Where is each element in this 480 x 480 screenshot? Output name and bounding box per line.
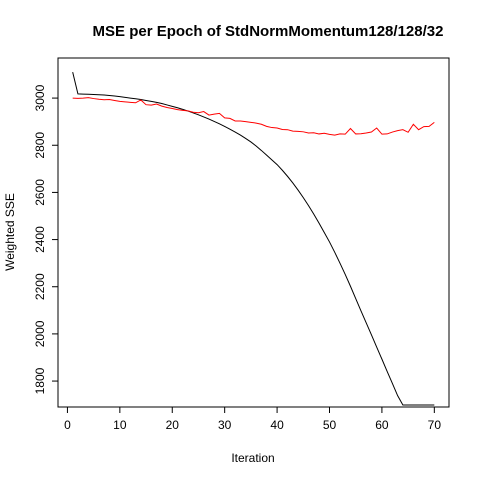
y-tick-label: 2600 [33,179,47,206]
y-tick-label: 2200 [33,273,47,300]
x-tick-label: 70 [428,418,442,432]
x-tick-label: 60 [375,418,389,432]
series-line-red [72,97,435,136]
y-axis: 1800 2000 2200 2400 2600 2800 3000 [33,84,58,394]
x-tick-label: 10 [113,418,127,432]
chart-title: MSE per Epoch of StdNormMomentum128/128/… [93,23,444,40]
x-axis: 0 10 20 30 40 50 60 70 [64,407,441,432]
y-tick-label: 2800 [33,132,47,159]
x-tick-label: 50 [323,418,337,432]
x-tick-label: 30 [218,418,232,432]
series-line-black [72,72,435,406]
y-tick-label: 2000 [33,320,47,347]
y-axis-label: Weighted SSE [3,193,17,271]
x-axis-label: Iteration [231,451,274,465]
series-layer [72,72,435,406]
y-tick-label: 2400 [33,226,47,253]
y-tick-label: 1800 [33,367,47,394]
x-tick-label: 0 [64,418,71,432]
x-tick-label: 20 [166,418,180,432]
y-tick-label: 3000 [33,84,47,111]
x-tick-label: 40 [270,418,284,432]
plot-frame [57,57,450,408]
